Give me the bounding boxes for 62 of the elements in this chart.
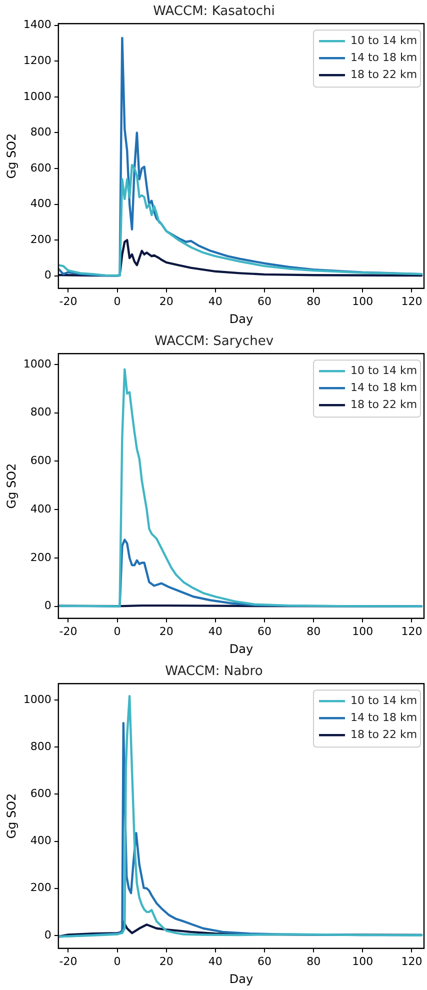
x-tick-label: 20 — [159, 294, 174, 308]
x-tick-label: 100 — [352, 294, 374, 308]
legend-label: 10 to 14 km — [350, 364, 418, 377]
legend-label: 18 to 22 km — [350, 728, 418, 741]
y-axis-title: Gg SO2 — [4, 133, 18, 179]
y-tick-label: 600 — [30, 161, 52, 174]
x-tick-label: 0 — [114, 954, 121, 968]
x-tick-label: 40 — [208, 624, 222, 638]
chart-title: WACCM: Kasatochi — [153, 4, 275, 20]
y-tick-label: 200 — [30, 881, 52, 894]
y-tick-label: 1000 — [23, 357, 52, 370]
x-tick-label: -20 — [59, 954, 78, 968]
x-tick-label: 20 — [159, 954, 174, 968]
y-tick-label: 400 — [30, 834, 52, 848]
x-tick-label: 100 — [352, 624, 374, 638]
y-tick-label: 1200 — [23, 54, 52, 68]
y-tick-label: 800 — [30, 740, 52, 754]
x-tick-label: -20 — [59, 624, 78, 638]
legend-label: 14 to 18 km — [350, 380, 418, 394]
y-tick-label: 200 — [30, 232, 52, 246]
x-tick-label: 80 — [306, 624, 321, 638]
x-tick-label: 60 — [258, 294, 272, 308]
y-axis-title: Gg SO2 — [4, 463, 18, 509]
legend-label: 14 to 18 km — [350, 710, 418, 724]
x-tick-label: 80 — [306, 294, 321, 308]
x-tick-label: -20 — [59, 294, 78, 308]
y-tick-label: 800 — [30, 126, 52, 139]
x-tick-label: 80 — [306, 954, 321, 968]
x-tick-label: 40 — [208, 294, 222, 308]
y-tick-label: 200 — [30, 550, 52, 564]
x-axis-title: Day — [229, 972, 254, 986]
x-tick-label: 60 — [258, 954, 272, 968]
y-tick-label: 1000 — [23, 90, 52, 103]
legend-label: 14 to 18 km — [350, 50, 418, 64]
y-tick-label: 800 — [30, 406, 52, 419]
chart-title: WACCM: Sarychev — [154, 334, 274, 350]
y-tick-label: 1400 — [23, 18, 52, 32]
legend-label: 18 to 22 km — [350, 68, 418, 81]
x-tick-label: 100 — [352, 954, 374, 968]
x-axis-title: Day — [229, 312, 254, 326]
y-tick-label: 0 — [44, 599, 52, 612]
x-tick-label: 0 — [114, 294, 121, 308]
x-tick-label: 120 — [401, 954, 422, 968]
y-tick-label: 600 — [30, 454, 52, 468]
x-tick-label: 120 — [401, 624, 422, 638]
y-tick-label: 1000 — [23, 692, 52, 706]
x-tick-label: 60 — [258, 624, 272, 638]
x-tick-label: 120 — [401, 294, 422, 308]
y-axis-title: Gg SO2 — [4, 793, 18, 839]
x-tick-label: 40 — [208, 954, 222, 968]
y-tick-label: 400 — [30, 197, 52, 210]
x-tick-label: 20 — [159, 624, 174, 638]
legend-label: 10 to 14 km — [350, 34, 418, 47]
y-tick-label: 600 — [30, 787, 52, 800]
y-tick-label: 0 — [44, 268, 52, 282]
x-axis-title: Day — [229, 642, 254, 656]
legend-label: 18 to 22 km — [350, 398, 418, 411]
y-tick-label: 0 — [44, 928, 52, 942]
chart-title: WACCM: Nabro — [165, 664, 263, 680]
y-tick-label: 400 — [30, 502, 52, 516]
legend-label: 10 to 14 km — [350, 694, 418, 707]
x-tick-label: 0 — [114, 624, 121, 638]
